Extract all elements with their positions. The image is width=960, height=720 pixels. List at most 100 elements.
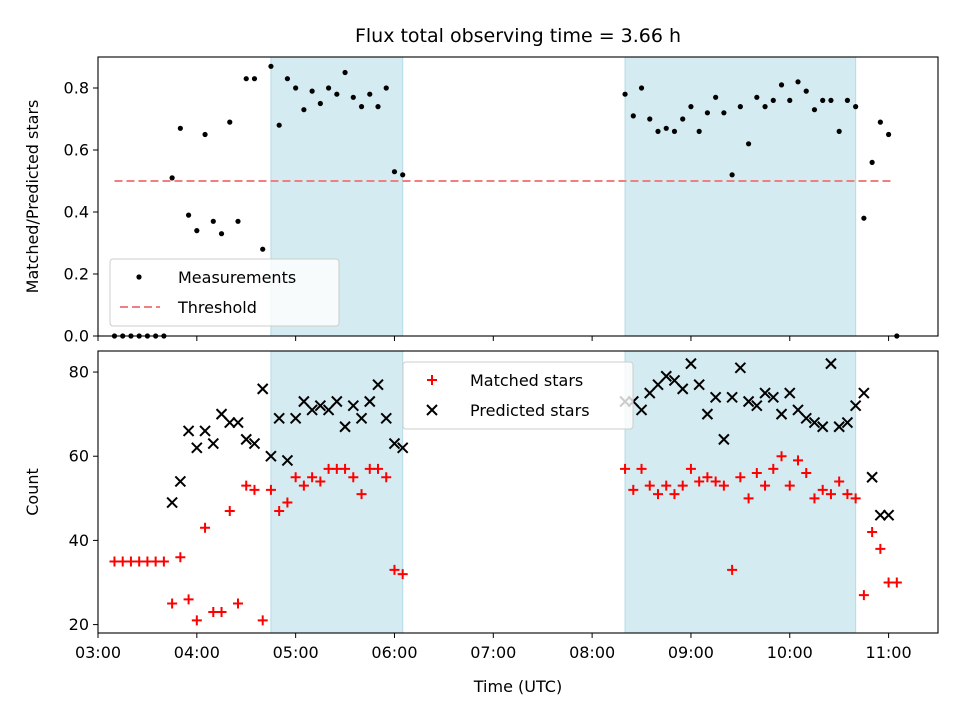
predicted-star-point xyxy=(273,412,285,425)
predicted-star-point xyxy=(248,437,261,450)
matched-star-point xyxy=(760,480,771,491)
predicted-star-point xyxy=(347,400,360,412)
measurement-point xyxy=(688,104,694,110)
matched-star-point xyxy=(850,493,861,504)
measurement-point xyxy=(342,69,348,76)
matched-star-point xyxy=(644,480,655,491)
measurement-point xyxy=(350,94,356,100)
matched-star-point xyxy=(340,463,351,474)
matched-star-point xyxy=(867,526,878,537)
measurement-point xyxy=(877,119,883,125)
measurement-point xyxy=(754,94,760,100)
count-xtick-label: 03:00 xyxy=(75,643,121,662)
ratio-ytick-label: 0.0 xyxy=(64,327,89,346)
matched-star-point xyxy=(274,505,285,516)
observing-window-1 xyxy=(270,350,404,634)
predicted-star-point xyxy=(882,509,895,521)
measurement-point xyxy=(622,91,628,97)
legend-measurements-marker xyxy=(136,274,142,280)
predicted-star-point xyxy=(784,387,796,399)
count-axes-frame xyxy=(97,350,939,634)
measurement-point xyxy=(293,85,299,91)
predicted-star-point xyxy=(660,370,672,382)
predicted-star-point xyxy=(693,378,705,391)
matched-star-point xyxy=(834,476,845,487)
predicted-star-point xyxy=(364,395,376,408)
legend-matched-marker xyxy=(427,375,437,385)
matched-star-point xyxy=(315,476,326,487)
count-xtick-label: 05:00 xyxy=(273,643,319,662)
predicted-star-point xyxy=(396,442,409,454)
matched-star-point xyxy=(224,505,235,516)
matched-star-point xyxy=(727,564,738,575)
matched-star-point xyxy=(373,463,383,474)
predicted-star-point xyxy=(240,433,252,446)
predicted-star-point xyxy=(866,471,878,483)
predicted-star-point xyxy=(355,412,368,425)
observing-window-2 xyxy=(624,350,857,634)
matched-star-point xyxy=(751,468,762,479)
count-ytick-label: 80 xyxy=(69,363,89,382)
measurement-point xyxy=(647,116,653,122)
measurement-point xyxy=(853,104,859,110)
measurement-point xyxy=(704,110,711,116)
ratio-legend xyxy=(109,258,340,327)
matched-star-point xyxy=(809,493,820,504)
predicted-star-point xyxy=(775,408,788,420)
count-panel: 20 40 60 80 Count 03:00 04:00 05:00 06:00 07:00 08… xyxy=(23,350,939,696)
measurement-point xyxy=(358,104,365,110)
measurement-point xyxy=(185,212,192,218)
measurement-point xyxy=(260,246,266,252)
predicted-star-point xyxy=(833,421,845,433)
predicted-star-point xyxy=(751,400,763,412)
measurement-point xyxy=(787,97,793,103)
predicted-star-point xyxy=(256,383,269,395)
legend-predicted-marker xyxy=(426,404,438,416)
measurement-point xyxy=(663,125,669,131)
predicted-star-point xyxy=(841,416,854,429)
predicted-star-point xyxy=(232,416,244,429)
measurement-point xyxy=(836,128,842,134)
predicted-star-point xyxy=(701,408,714,420)
predicted-star-point xyxy=(372,378,384,391)
matched-star-point xyxy=(298,480,309,491)
count-xtick-label: 09:00 xyxy=(668,643,714,662)
predicted-star-point xyxy=(388,437,401,450)
matched-star-point xyxy=(397,569,408,580)
predicted-star-point xyxy=(709,391,722,404)
matched-star-point xyxy=(801,468,812,479)
measurement-point xyxy=(655,128,661,134)
measurement-point xyxy=(284,76,291,82)
measurement-point xyxy=(276,122,282,128)
measurement-point xyxy=(638,85,645,91)
predicted-star-point xyxy=(767,391,780,404)
matched-star-point xyxy=(200,522,211,533)
measurement-point xyxy=(243,76,249,82)
measurement-point xyxy=(820,97,826,103)
legend-predicted-label: Predicted stars xyxy=(470,401,590,420)
matched-star-point xyxy=(381,472,392,483)
measurement-point xyxy=(309,88,315,94)
matched-star-point xyxy=(191,615,202,626)
predicted-star-point xyxy=(207,437,220,450)
measurement-point xyxy=(202,131,208,138)
matched-star-point xyxy=(661,480,672,491)
count-xlabel: Time (UTC) xyxy=(473,677,562,696)
predicted-star-point xyxy=(380,412,392,425)
matched-star-point xyxy=(636,463,647,474)
ratio-ylabel: Matched/Predicted stars xyxy=(23,100,42,294)
measurement-point xyxy=(301,107,307,113)
predicted-star-point xyxy=(808,416,821,429)
measurement-point xyxy=(630,113,636,119)
measurement-point xyxy=(713,94,719,100)
measurement-point xyxy=(367,91,373,97)
measurement-point xyxy=(375,104,381,110)
measurement-point xyxy=(770,97,776,103)
matched-star-point xyxy=(669,489,680,500)
predicted-star-point xyxy=(199,425,211,437)
matched-star-point xyxy=(710,476,721,487)
matched-star-point xyxy=(718,480,729,491)
predicted-star-point xyxy=(800,412,812,425)
matched-star-point xyxy=(743,493,754,504)
predicted-star-point xyxy=(858,387,870,399)
